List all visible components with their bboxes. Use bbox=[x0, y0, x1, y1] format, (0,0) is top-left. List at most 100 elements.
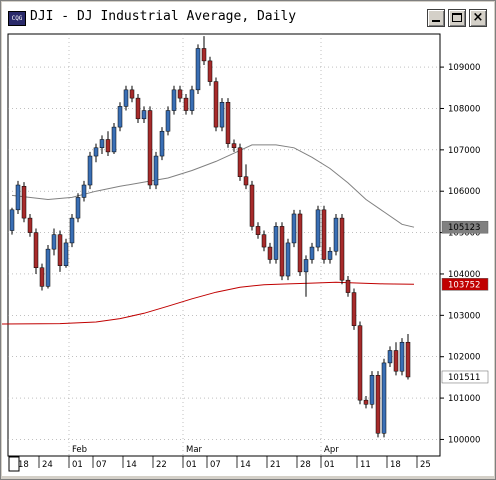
chart-area[interactable]: 100000 101000 102000 103000 104000 105000 1060… bbox=[0, 32, 494, 476]
candle-body bbox=[57, 234, 63, 266]
candlestick-chart[interactable]: 100000 101000 102000 103000 104000 105000 1060… bbox=[0, 32, 494, 476]
candle-body bbox=[375, 375, 381, 434]
candle-body bbox=[171, 89, 177, 111]
candle-body bbox=[117, 106, 123, 128]
maximize-icon bbox=[452, 13, 462, 22]
candle-body bbox=[333, 217, 339, 252]
y-tick-label: 104000 bbox=[448, 270, 480, 280]
candle-body bbox=[303, 259, 309, 273]
candle-body bbox=[267, 246, 273, 260]
x-day-label: 28 bbox=[300, 460, 311, 470]
candle-body bbox=[219, 102, 225, 128]
candle-body bbox=[189, 89, 195, 111]
candle-body bbox=[165, 110, 171, 132]
x-day-label: 14 bbox=[126, 460, 137, 470]
candle-body bbox=[213, 81, 219, 128]
x-day-label: 01 bbox=[324, 460, 335, 470]
x-day-label: 14 bbox=[240, 460, 251, 470]
candle-body bbox=[9, 209, 15, 231]
candle-body bbox=[15, 184, 21, 211]
minimize-button[interactable] bbox=[427, 9, 445, 27]
plot-frame bbox=[7, 33, 441, 457]
candle-body bbox=[297, 213, 303, 273]
x-day-label: 25 bbox=[420, 460, 431, 470]
candle-body bbox=[51, 234, 57, 250]
candle-body bbox=[363, 399, 369, 405]
candle-body bbox=[387, 350, 393, 364]
y-tick-label: 100000 bbox=[448, 435, 480, 445]
x-day-label: 18 bbox=[18, 460, 29, 470]
candle-body bbox=[159, 130, 165, 157]
close-icon: × bbox=[472, 10, 484, 25]
candle-body bbox=[69, 217, 75, 244]
candle-body bbox=[45, 248, 51, 287]
moving-average-fast bbox=[11, 144, 415, 228]
candle-body bbox=[207, 60, 213, 82]
candle-body bbox=[135, 97, 141, 120]
candle-body bbox=[201, 48, 207, 62]
candle-body bbox=[123, 89, 129, 107]
candle-body bbox=[321, 209, 327, 260]
candle-body bbox=[195, 48, 201, 91]
candle-body bbox=[183, 97, 189, 111]
candle-body bbox=[81, 184, 87, 198]
y-tick-label: 107000 bbox=[448, 146, 480, 156]
x-day-label: 11 bbox=[360, 460, 371, 470]
candle-body bbox=[243, 176, 249, 186]
candle-body bbox=[93, 147, 99, 157]
candle-body bbox=[309, 246, 315, 260]
minimize-icon bbox=[432, 20, 440, 22]
candle-body bbox=[381, 362, 387, 434]
candle-body bbox=[399, 341, 405, 372]
candle-body bbox=[99, 139, 105, 149]
price-marker-label: 105123 bbox=[448, 223, 480, 233]
y-tick-label: 108000 bbox=[448, 104, 480, 114]
candle-body bbox=[33, 232, 39, 269]
candle-body bbox=[177, 89, 183, 99]
candle-body bbox=[87, 155, 93, 186]
candle-body bbox=[273, 226, 279, 260]
candle-body bbox=[129, 89, 135, 99]
price-marker bbox=[441, 370, 489, 384]
price-marker bbox=[441, 278, 489, 291]
x-month-label: Feb bbox=[72, 445, 87, 455]
candle-body bbox=[345, 279, 351, 293]
candle-body bbox=[393, 350, 399, 372]
scroll-handle bbox=[8, 456, 20, 472]
candle-body bbox=[315, 209, 321, 248]
x-day-label: 07 bbox=[210, 460, 221, 470]
candle-body bbox=[39, 267, 45, 287]
candle-body bbox=[285, 242, 291, 277]
y-tick-label: 109000 bbox=[448, 63, 480, 73]
candle-body bbox=[237, 147, 243, 177]
x-day-label: 24 bbox=[42, 460, 53, 470]
candle-body bbox=[405, 341, 411, 378]
candle-body bbox=[291, 213, 297, 244]
candle-body bbox=[255, 226, 261, 235]
candle-body bbox=[63, 242, 69, 266]
candle-body bbox=[351, 292, 357, 326]
window-title: DJI - DJ Industrial Average, Daily bbox=[30, 9, 297, 24]
candle-body bbox=[153, 155, 159, 186]
candle-body bbox=[261, 234, 267, 248]
close-button[interactable]: × bbox=[469, 9, 487, 27]
candle-body bbox=[231, 143, 237, 149]
x-month-label: Mar bbox=[186, 445, 203, 455]
maximize-button[interactable] bbox=[448, 9, 466, 27]
candle-body bbox=[369, 375, 375, 405]
y-tick-label: 101000 bbox=[448, 394, 480, 404]
y-tick-label: 105000 bbox=[448, 229, 480, 239]
candle-body bbox=[111, 126, 117, 153]
x-month-label: Apr bbox=[324, 445, 339, 455]
x-day-label: 01 bbox=[72, 460, 83, 470]
candle-body bbox=[249, 184, 255, 227]
y-tick-label: 106000 bbox=[448, 187, 480, 197]
candle-body bbox=[27, 217, 33, 233]
title-bar[interactable]: CQG DJI - DJ Industrial Average, Daily × bbox=[2, 2, 494, 32]
candle-body bbox=[141, 110, 147, 120]
candle-body bbox=[339, 217, 345, 281]
x-day-label: 01 bbox=[186, 460, 197, 470]
x-day-label: 07 bbox=[96, 460, 107, 470]
x-day-label: 22 bbox=[156, 460, 167, 470]
